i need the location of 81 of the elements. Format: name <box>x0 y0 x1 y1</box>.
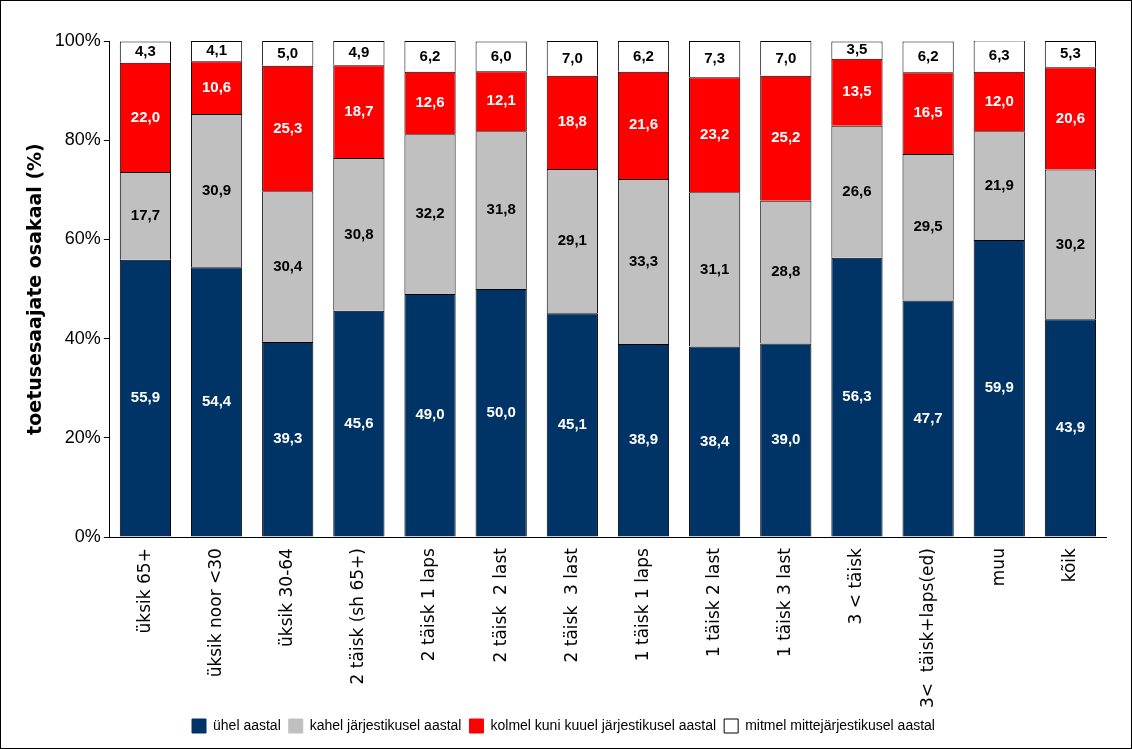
data-label: 6,2 <box>419 46 441 64</box>
data-label: 45,6 <box>344 413 374 431</box>
x-tick-label: 3 < täisk <box>845 547 866 625</box>
data-label: 30,8 <box>344 224 374 242</box>
data-label: 13,5 <box>842 82 872 100</box>
legend-label: mitmel mittejärjestikusel aastal <box>745 716 935 733</box>
data-label: 3,5 <box>846 40 868 58</box>
data-label: 47,7 <box>913 408 943 426</box>
y-tick-label: 100% <box>54 29 101 50</box>
x-tick-label: üksik 30-64 <box>276 548 297 647</box>
data-label: 6,0 <box>490 46 512 64</box>
data-label: 12,6 <box>415 93 445 111</box>
data-label: 4,1 <box>206 41 227 59</box>
data-label: 25,3 <box>273 118 303 136</box>
data-label: 32,2 <box>415 204 445 222</box>
data-label: 18,8 <box>557 112 587 130</box>
data-label: 4,9 <box>348 43 370 61</box>
data-label: 5,3 <box>1059 44 1081 62</box>
x-tick-label: 1 täisk 3 last <box>774 547 795 658</box>
y-tick-label: 60% <box>64 228 101 249</box>
data-label: 45,1 <box>557 415 587 433</box>
data-label: 16,5 <box>913 103 943 121</box>
y-tick-label: 20% <box>64 426 101 447</box>
data-label: 30,4 <box>273 256 303 274</box>
data-label: 21,9 <box>984 175 1014 193</box>
x-tick-label: 3< täisk+laps(ed) <box>916 548 937 709</box>
x-tick-label: kõik <box>1058 547 1079 583</box>
data-label: 49,0 <box>415 405 445 423</box>
y-tick-label: 0% <box>74 526 101 547</box>
data-label: 10,6 <box>201 77 232 95</box>
y-tick-label: 80% <box>64 129 101 150</box>
data-label: 25,2 <box>771 128 801 146</box>
data-label: 38,9 <box>628 430 659 448</box>
data-label: 6,3 <box>988 46 1010 64</box>
data-label: 29,1 <box>557 231 587 249</box>
x-tick-label: 1 täisk 1 laps <box>631 547 652 662</box>
x-tick-label: 2 täisk 2 last <box>489 547 510 663</box>
x-tick-label: 2 täisk (sh 65+) <box>347 548 368 685</box>
data-label: 6,2 <box>633 46 654 64</box>
data-label: 6,2 <box>917 47 939 65</box>
data-label: 59,9 <box>984 378 1014 396</box>
data-label: 30,2 <box>1055 234 1086 252</box>
data-label: 50,0 <box>486 402 516 420</box>
data-label: 31,1 <box>700 259 730 277</box>
data-label: 18,7 <box>344 101 374 119</box>
data-label: 33,3 <box>628 251 659 269</box>
data-label: 22,0 <box>130 107 161 125</box>
data-label: 31,8 <box>486 200 516 218</box>
data-label: 26,6 <box>842 181 872 199</box>
data-label: 5,0 <box>277 43 299 61</box>
data-label: 12,1 <box>486 91 516 109</box>
data-label: 7,3 <box>704 49 726 67</box>
y-axis-title: toetusesaajate osakaal (%) <box>23 143 46 435</box>
data-label: 28,8 <box>771 262 801 280</box>
data-label: 38,4 <box>700 431 730 449</box>
data-label: 7,0 <box>561 48 583 66</box>
x-tick-label: 1 täisk 2 last <box>703 547 724 658</box>
data-label: 4,3 <box>134 42 156 60</box>
legend-label: kahel järjestikusel aastal <box>309 716 462 733</box>
data-label: 7,0 <box>775 48 797 66</box>
x-tick-label: 2 täisk 3 last <box>560 547 581 663</box>
data-label: 21,6 <box>628 115 659 133</box>
legend-label: kolmel kuni kuuel järjestikusel aastal <box>490 716 717 733</box>
y-tick-label: 40% <box>64 327 101 348</box>
data-label: 39,0 <box>771 430 801 448</box>
data-label: 30,9 <box>201 180 232 198</box>
data-label: 20,6 <box>1055 108 1086 126</box>
x-tick-label: üksik noor <30 <box>204 548 225 678</box>
data-label: 17,7 <box>130 206 161 224</box>
x-tick-label: muu <box>987 548 1008 587</box>
data-label: 23,2 <box>700 124 730 142</box>
x-tick-label: 2 täisk 1 laps <box>418 547 439 662</box>
data-label: 29,5 <box>913 217 943 235</box>
data-label: 56,3 <box>842 387 872 405</box>
legend-label: ühel aastal <box>213 716 281 733</box>
data-label: 43,9 <box>1055 418 1086 436</box>
data-label: 55,9 <box>130 388 161 406</box>
x-tick-label: üksik 65+ <box>133 548 154 634</box>
data-label: 39,3 <box>273 429 303 447</box>
data-label: 12,0 <box>984 91 1014 109</box>
data-label: 54,4 <box>201 392 232 410</box>
